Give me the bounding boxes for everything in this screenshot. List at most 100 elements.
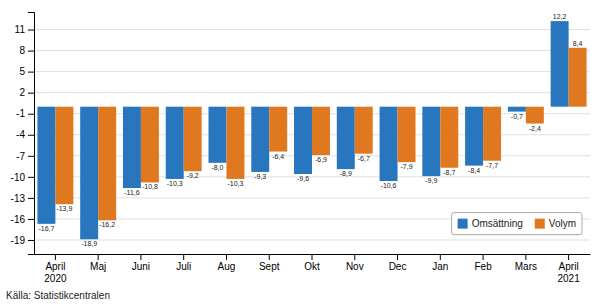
y-tick: -10: [11, 172, 34, 183]
bar: [80, 107, 98, 240]
bar: [569, 48, 587, 107]
x-tick: Mars: [515, 254, 537, 272]
x-tick-mark: [183, 254, 184, 260]
x-tick-label: Juli: [176, 261, 191, 272]
x-tick-label-line: 2021: [557, 273, 580, 284]
bar: [294, 107, 312, 174]
x-tick-mark: [312, 254, 313, 260]
grid-line: [34, 71, 590, 72]
y-tick-mark: [28, 240, 34, 241]
data-label: -10,6: [381, 182, 397, 189]
bar: [251, 107, 269, 172]
bar-series: [55, 48, 586, 221]
y-tick-label: 5: [19, 66, 25, 77]
bar: [55, 107, 73, 205]
x-tick-label: Juni: [132, 261, 150, 272]
bar: [398, 107, 416, 162]
source-text: Källa: Statistikcentralen: [6, 290, 110, 301]
x-tick-label: April2020: [44, 261, 67, 284]
legend-swatch: [458, 219, 468, 229]
y-tick-label: 11: [15, 24, 26, 35]
bars: [37, 21, 586, 239]
x-tick-mark: [568, 254, 569, 260]
data-label: -8,9: [340, 170, 352, 177]
legend-label: Volym: [549, 218, 576, 229]
data-label: 8,4: [573, 40, 583, 47]
y-tick-label: -16: [11, 214, 26, 225]
x-tick-label-line: April: [559, 261, 579, 272]
y-tick-mark: [28, 114, 34, 115]
bar: [226, 107, 244, 179]
x-tick-label: Sept: [259, 261, 280, 272]
x-tick: Feb: [474, 254, 492, 272]
legend: Omsättning Volym: [452, 213, 582, 235]
bar: [440, 107, 458, 168]
x-tick-label-line: Okt: [304, 261, 320, 272]
x-tick-mark: [226, 254, 227, 260]
grid-line: [34, 92, 590, 93]
grid-line: [34, 50, 590, 51]
data-label: -0,7: [511, 113, 523, 120]
x-tick-mark: [440, 254, 441, 260]
bar: [37, 107, 55, 224]
grid: [34, 30, 590, 240]
data-label: -2,4: [529, 125, 541, 132]
bar: [98, 107, 116, 221]
x-tick-label: Feb: [474, 261, 492, 272]
y-tick: -4: [16, 129, 34, 140]
y-tick: 2: [19, 87, 34, 98]
y-tick: -7: [16, 150, 34, 161]
x-tick-label: Jan: [432, 261, 448, 272]
data-label: -8,4: [468, 167, 480, 174]
y-tick-mark: [28, 135, 34, 136]
legend-label: Omsättning: [472, 218, 523, 229]
bar: [312, 107, 330, 155]
y-tick-label: 2: [19, 87, 25, 98]
legend-item: Omsättning: [458, 218, 523, 229]
x-axis: April2020 Maj Juni Juli Aug Sept Okt Nov Dec Jan F…: [35, 254, 591, 284]
y-tick: 8: [19, 45, 34, 56]
data-label: -9,2: [187, 172, 199, 179]
bar: [422, 107, 440, 176]
x-tick-mark: [483, 254, 484, 260]
x-tick-mark: [98, 254, 99, 260]
x-tick-label: Nov: [346, 261, 364, 272]
data-label: -16,7: [38, 225, 54, 232]
x-tick-label: Mars: [515, 261, 537, 272]
x-tick: April2021: [557, 254, 580, 284]
y-tick-mark: [28, 198, 34, 199]
x-tick: Okt: [304, 254, 320, 272]
data-label: -6,9: [315, 156, 327, 163]
data-label: -6,7: [358, 155, 370, 162]
plot-area: -19-16-13-10-7-4-125811April2020MajJuniJ…: [11, 13, 591, 284]
x-tick-label-line: Maj: [90, 261, 106, 272]
bar: [141, 107, 159, 183]
y-tick-label: -19: [11, 235, 26, 246]
data-label: -7,7: [486, 162, 498, 169]
legend-item: Volym: [535, 218, 576, 229]
y-tick-mark: [28, 177, 34, 178]
x-tick-label: April2021: [557, 261, 580, 284]
x-tick: Aug: [218, 254, 236, 272]
data-label: -9,9: [425, 177, 437, 184]
x-tick-label-line: Feb: [474, 261, 492, 272]
data-label: -10,3: [227, 180, 243, 187]
y-tick-label: -4: [16, 129, 25, 140]
x-tick-mark: [269, 254, 270, 260]
y-tick-label: -10: [11, 172, 26, 183]
chart: -19-16-13-10-7-4-125811April2020MajJuniJ…: [0, 0, 600, 304]
data-label: -7,9: [400, 163, 412, 170]
x-tick-label-line: Mars: [515, 261, 537, 272]
bar: [483, 107, 501, 161]
bar: [508, 107, 526, 112]
bar: [123, 107, 141, 188]
data-labels: -16,7-18,9-11,6-10,3-8,0-9,3-9,6-8,9-10,…: [38, 13, 582, 247]
data-label: -9,6: [297, 175, 309, 182]
x-tick-label: Aug: [218, 261, 236, 272]
bar: [526, 107, 544, 124]
x-tick-mark: [140, 254, 141, 260]
x-tick-label-line: Dec: [389, 261, 407, 272]
x-tick-mark: [397, 254, 398, 260]
grid-line: [34, 197, 590, 198]
data-label: -8,0: [211, 164, 223, 171]
